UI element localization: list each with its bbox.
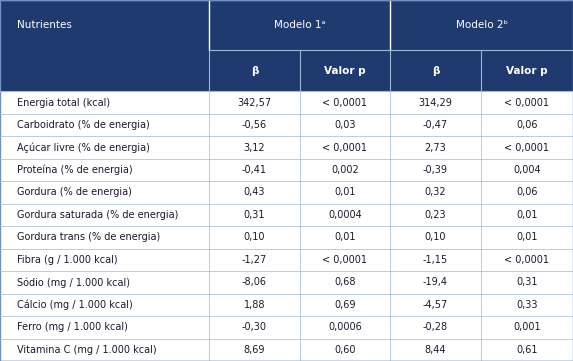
Text: β: β <box>250 66 258 75</box>
Text: 0,32: 0,32 <box>425 187 446 197</box>
Text: < 0,0001: < 0,0001 <box>504 255 550 265</box>
Text: 8,69: 8,69 <box>244 345 265 355</box>
Bar <box>0 271 573 293</box>
Text: 0,01: 0,01 <box>516 210 537 220</box>
Text: < 0,0001: < 0,0001 <box>504 143 550 152</box>
Text: 0,0004: 0,0004 <box>328 210 362 220</box>
Text: 0,001: 0,001 <box>513 322 541 332</box>
Text: 0,10: 0,10 <box>244 232 265 242</box>
Bar <box>0 91 573 114</box>
Bar <box>0 339 573 361</box>
Text: Gordura saturada (% de energia): Gordura saturada (% de energia) <box>17 210 179 220</box>
Text: < 0,0001: < 0,0001 <box>323 97 367 108</box>
Bar <box>0 159 573 181</box>
Bar <box>0 136 573 159</box>
Text: Modelo 1ᵃ: Modelo 1ᵃ <box>274 20 325 30</box>
Text: 342,57: 342,57 <box>237 97 272 108</box>
Text: 0,01: 0,01 <box>334 187 356 197</box>
Text: 0,004: 0,004 <box>513 165 541 175</box>
Text: 0,69: 0,69 <box>334 300 356 310</box>
Bar <box>0 50 573 91</box>
Text: -19,4: -19,4 <box>423 277 448 287</box>
Text: 0,43: 0,43 <box>244 187 265 197</box>
Text: -0,30: -0,30 <box>242 322 267 332</box>
Text: 0,10: 0,10 <box>425 232 446 242</box>
Text: -0,28: -0,28 <box>423 322 448 332</box>
Text: Nutrientes: Nutrientes <box>17 20 72 30</box>
Bar <box>0 249 573 271</box>
Text: Sódio (mg / 1.000 kcal): Sódio (mg / 1.000 kcal) <box>17 277 130 288</box>
Text: < 0,0001: < 0,0001 <box>323 255 367 265</box>
Text: 0,0006: 0,0006 <box>328 322 362 332</box>
Text: Modelo 2ᵇ: Modelo 2ᵇ <box>456 20 508 30</box>
Text: -0,39: -0,39 <box>423 165 448 175</box>
Text: Cálcio (mg / 1.000 kcal): Cálcio (mg / 1.000 kcal) <box>17 300 133 310</box>
Text: -4,57: -4,57 <box>423 300 448 310</box>
Text: 0,03: 0,03 <box>334 120 356 130</box>
Text: Gordura (% de energia): Gordura (% de energia) <box>17 187 132 197</box>
Text: 0,23: 0,23 <box>425 210 446 220</box>
Text: 0,68: 0,68 <box>334 277 356 287</box>
Text: Energia total (kcal): Energia total (kcal) <box>17 97 111 108</box>
Text: 0,33: 0,33 <box>516 300 537 310</box>
Bar <box>0 114 573 136</box>
Text: Açúcar livre (% de energia): Açúcar livre (% de energia) <box>17 142 150 153</box>
Text: < 0,0001: < 0,0001 <box>504 97 550 108</box>
Bar <box>0 204 573 226</box>
Text: -8,06: -8,06 <box>242 277 267 287</box>
Bar <box>0 181 573 204</box>
Text: 1,88: 1,88 <box>244 300 265 310</box>
Text: 0,002: 0,002 <box>331 165 359 175</box>
Text: 0,60: 0,60 <box>334 345 356 355</box>
Text: 0,31: 0,31 <box>244 210 265 220</box>
Bar <box>0 293 573 316</box>
Text: -0,41: -0,41 <box>242 165 267 175</box>
Text: 0,31: 0,31 <box>516 277 537 287</box>
Text: -1,15: -1,15 <box>423 255 448 265</box>
Text: Fibra (g / 1.000 kcal): Fibra (g / 1.000 kcal) <box>17 255 118 265</box>
Text: β: β <box>431 66 439 75</box>
Text: -0,56: -0,56 <box>242 120 267 130</box>
Bar <box>0 316 573 339</box>
Text: -1,27: -1,27 <box>242 255 267 265</box>
Text: 3,12: 3,12 <box>244 143 265 152</box>
Text: Carboidrato (% de energia): Carboidrato (% de energia) <box>17 120 150 130</box>
Text: Ferro (mg / 1.000 kcal): Ferro (mg / 1.000 kcal) <box>17 322 128 332</box>
Text: 0,01: 0,01 <box>516 232 537 242</box>
Text: Vitamina C (mg / 1.000 kcal): Vitamina C (mg / 1.000 kcal) <box>17 345 157 355</box>
Text: -0,47: -0,47 <box>423 120 448 130</box>
Text: < 0,0001: < 0,0001 <box>323 143 367 152</box>
Text: Gordura trans (% de energia): Gordura trans (% de energia) <box>17 232 160 242</box>
Text: Proteína (% de energia): Proteína (% de energia) <box>17 165 133 175</box>
Text: 0,61: 0,61 <box>516 345 537 355</box>
Text: Valor p: Valor p <box>324 66 366 75</box>
Text: Valor p: Valor p <box>506 66 548 75</box>
Text: 0,06: 0,06 <box>516 187 537 197</box>
Text: 0,01: 0,01 <box>334 232 356 242</box>
Text: 8,44: 8,44 <box>425 345 446 355</box>
Bar <box>0 0 573 50</box>
Bar <box>0 226 573 249</box>
Text: 0,06: 0,06 <box>516 120 537 130</box>
Text: 314,29: 314,29 <box>418 97 453 108</box>
Text: 2,73: 2,73 <box>425 143 446 152</box>
